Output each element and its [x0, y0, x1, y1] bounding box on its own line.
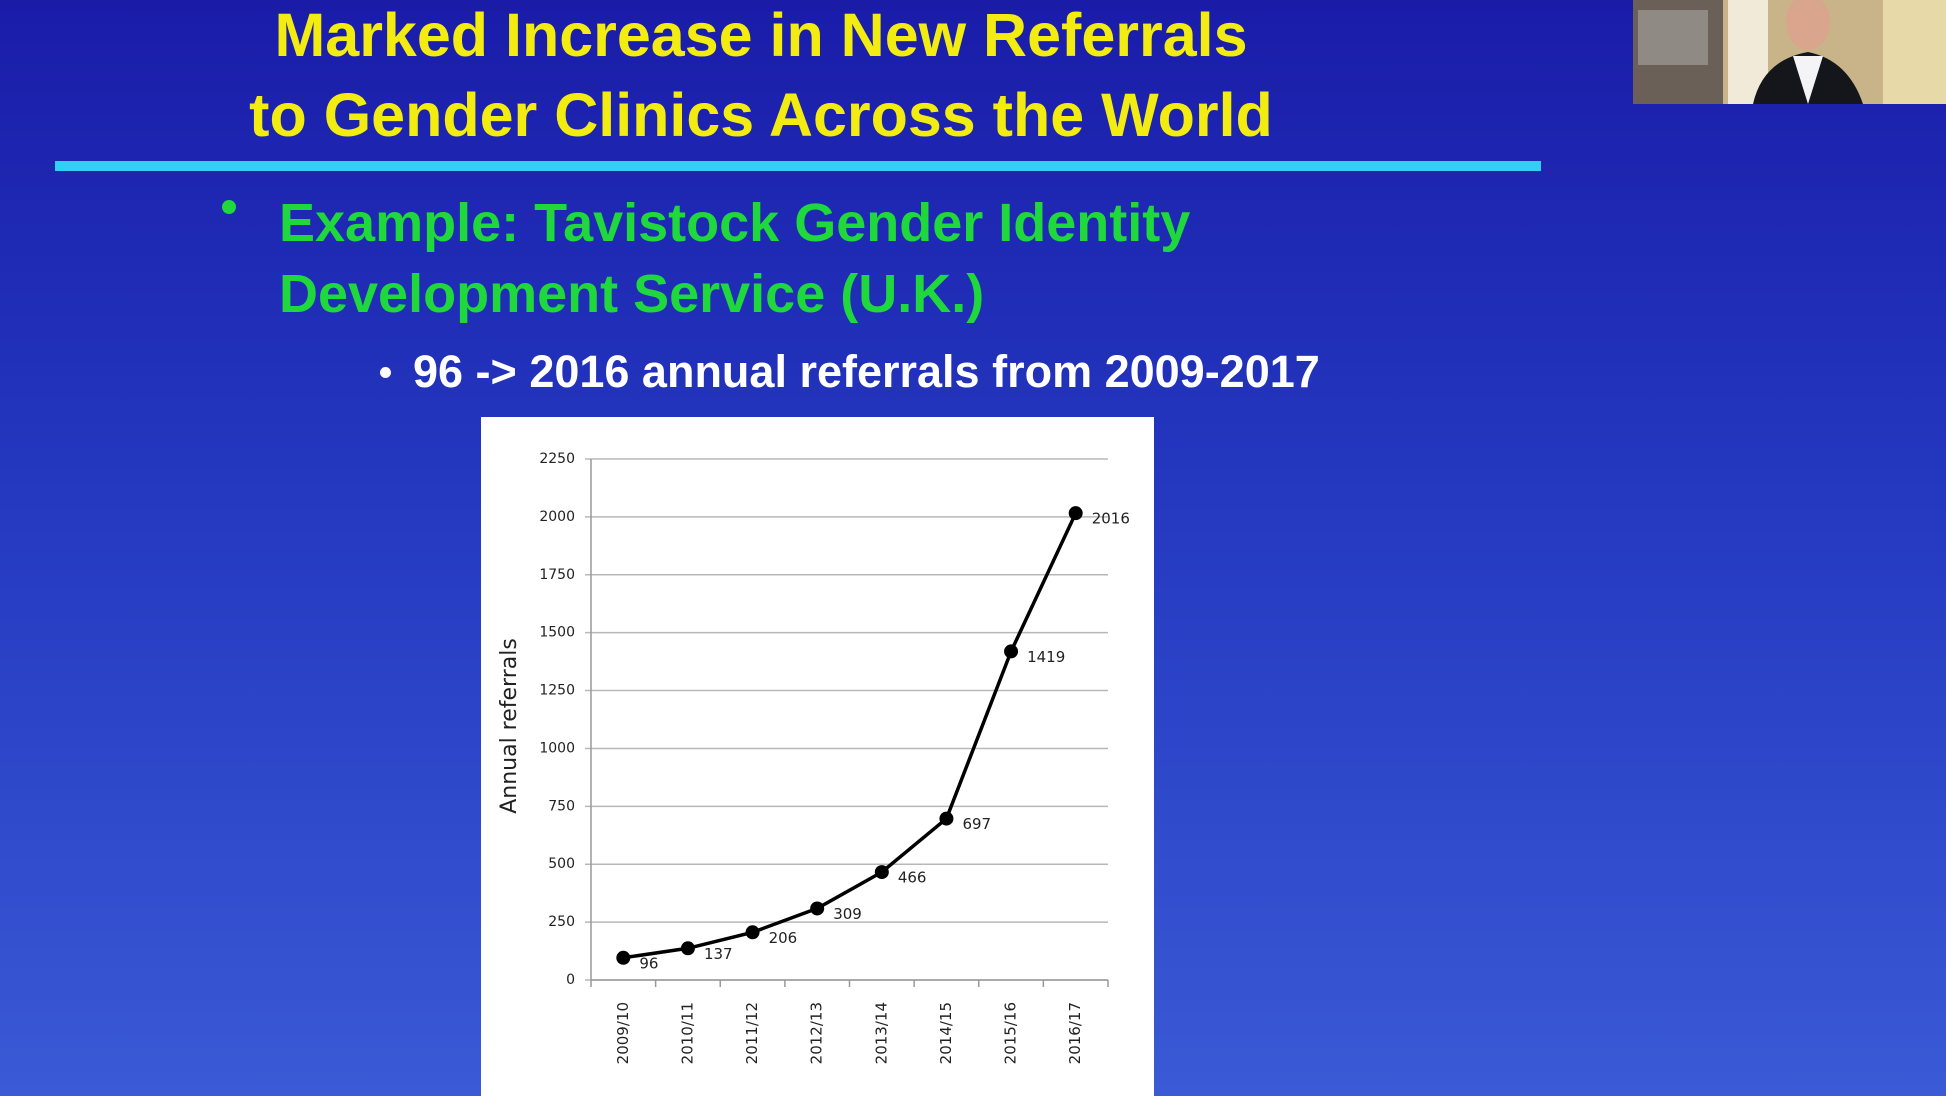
data-label: 137	[704, 945, 733, 963]
slide-title: Marked Increase in New Referrals	[274, 1, 1248, 69]
series-line	[623, 512, 1078, 960]
x-tick-label: 2013/14	[872, 1002, 890, 1064]
data-point	[810, 901, 825, 916]
data-point	[680, 941, 695, 956]
x-tick-label: 2014/15	[937, 1002, 955, 1064]
data-point	[939, 811, 954, 826]
data-point	[874, 865, 889, 880]
data-label: 466	[898, 869, 927, 887]
data-point	[616, 950, 631, 965]
x-tick-label: 2009/10	[614, 1002, 632, 1064]
y-tick-label: 1000	[539, 740, 575, 756]
data-point	[1068, 506, 1083, 521]
y-tick-label: 1250	[539, 683, 575, 699]
y-tick-label: 500	[548, 856, 575, 872]
data-label: 206	[769, 929, 798, 947]
y-tick-label: 750	[548, 798, 575, 814]
y-axis-label: Annual referrals	[497, 638, 522, 814]
data-label: 96	[639, 954, 658, 972]
x-tick-label: 2015/16	[1002, 1002, 1020, 1064]
data-label: 1419	[1027, 648, 1065, 666]
bullet-text: Development Service (U.K.)	[279, 264, 985, 324]
x-tick-label: 2011/12	[743, 1002, 761, 1064]
chart-panel: Annual referrals 0 250 500 750 1000 1250 1500 1…	[481, 417, 1154, 1096]
data-label: 309	[833, 905, 862, 923]
slide-title: to Gender Clinics Across the World	[249, 81, 1273, 149]
chart: Annual referrals 0 250 500 750 1000 1250 1500 1…	[497, 451, 1130, 1064]
x-tick-label: 2010/11	[678, 1002, 696, 1064]
data-point	[1004, 644, 1019, 659]
bullet-text: Example: Tavistock Gender Identity	[279, 193, 1191, 253]
data-point	[745, 925, 760, 940]
title-rule	[55, 161, 1541, 171]
data-label: 2016	[1092, 510, 1130, 528]
x-tick-label: 2012/13	[808, 1002, 826, 1064]
x-tick-label: 2016/17	[1066, 1002, 1084, 1064]
sub-bullet-dot	[380, 367, 391, 378]
sub-bullet-text: 96 -> 2016 annual referrals from 2009-20…	[413, 346, 1320, 397]
y-tick-label: 1750	[539, 567, 575, 583]
y-tick-label: 250	[548, 914, 575, 930]
bullet-dot	[222, 200, 236, 214]
y-tick-label: 1500	[539, 625, 575, 641]
y-tick-label: 0	[566, 972, 575, 988]
webcam-video	[1633, 0, 1946, 104]
y-tick-label: 2000	[539, 509, 575, 525]
data-label: 697	[962, 815, 991, 833]
y-tick-label: 2250	[539, 451, 575, 467]
